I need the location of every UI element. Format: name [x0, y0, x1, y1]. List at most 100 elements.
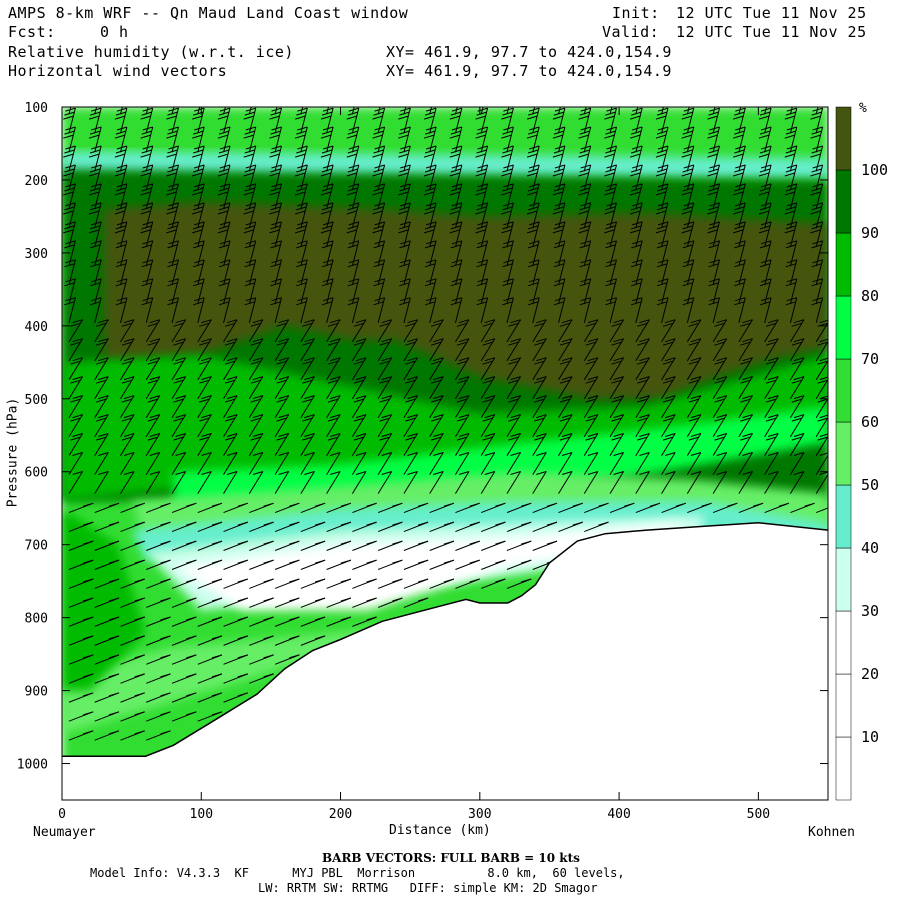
- barb-flag: [690, 414, 702, 419]
- field2-label: Horizontal wind vectors: [8, 62, 228, 80]
- wind-barb: [249, 502, 274, 514]
- barb-flag: [451, 259, 463, 264]
- barb-flag: [742, 319, 753, 324]
- barb-flag: [218, 111, 230, 116]
- barb-flag: [355, 319, 367, 324]
- barb-flag: [812, 221, 823, 226]
- barb-flag: [355, 414, 367, 419]
- barb-flag: [559, 417, 571, 422]
- barb-flag: [502, 149, 513, 154]
- wind-barb: [300, 540, 326, 551]
- wind-barb: [94, 376, 109, 400]
- barb-flag: [536, 357, 547, 362]
- barb-flag: [186, 597, 197, 602]
- barb-staff: [197, 452, 212, 475]
- wind-barb: [661, 471, 676, 494]
- wind-barb: [146, 635, 171, 646]
- barb-flag: [322, 202, 334, 207]
- barb-flag: [683, 202, 694, 207]
- wind-barb: [274, 338, 290, 362]
- barb-staff: [120, 471, 135, 494]
- barb-flag: [123, 395, 135, 400]
- barb-flag: [192, 229, 203, 234]
- wind-barb: [68, 540, 94, 551]
- wind-barb: [300, 414, 315, 437]
- barb-flag: [321, 301, 333, 306]
- barb-flag: [98, 433, 109, 437]
- barb-flag: [811, 244, 822, 249]
- barb-flag: [374, 240, 385, 245]
- wind-barb: [502, 297, 514, 324]
- barb-flag: [192, 153, 203, 158]
- barb-flag: [657, 145, 669, 150]
- barb-flag: [160, 540, 171, 545]
- barb-flag: [817, 360, 828, 365]
- barb-flag: [355, 376, 367, 381]
- barb-flag: [320, 153, 332, 158]
- barb-note: BARB VECTORS: FULL BARB = 10 kts: [322, 851, 580, 865]
- barb-flag: [430, 322, 442, 327]
- barb-flag: [417, 540, 429, 545]
- barb-flag: [503, 89, 513, 92]
- wind-barb: [63, 145, 76, 172]
- barb-flag: [320, 210, 332, 215]
- barb-flag: [373, 244, 384, 249]
- barb-flag: [791, 341, 802, 346]
- wind-barb: [94, 395, 109, 419]
- barb-flag: [89, 168, 101, 173]
- barb-flag: [819, 414, 828, 419]
- x-tick-label: 100: [190, 807, 213, 822]
- barb-flag: [398, 210, 409, 215]
- barb-flag: [433, 414, 444, 419]
- barb-flag: [665, 376, 676, 381]
- barb-flag: [714, 379, 725, 384]
- wind-barb: [429, 452, 444, 475]
- barb-flag: [194, 164, 205, 169]
- barb-flag: [407, 471, 418, 475]
- wind-barb: [738, 414, 753, 437]
- barb-flag: [372, 134, 383, 139]
- barb-flag: [226, 319, 238, 324]
- barb-flag: [734, 149, 745, 154]
- barb-flag: [735, 183, 746, 188]
- barb-flag: [580, 126, 591, 131]
- barb-flag: [115, 263, 127, 268]
- barb-flag: [510, 338, 521, 343]
- wind-barb: [455, 452, 470, 475]
- barb-flag: [578, 172, 589, 177]
- barb-flag: [433, 338, 444, 343]
- wind-barb: [635, 414, 650, 437]
- wind-barb: [300, 319, 315, 343]
- barb-flag: [95, 360, 107, 365]
- barb-flag: [167, 187, 178, 192]
- barb-flag: [186, 502, 197, 507]
- barb-flag: [819, 433, 828, 437]
- colorbar-label: 50: [861, 476, 879, 494]
- barb-flag: [374, 164, 385, 169]
- wind-barb: [429, 338, 444, 362]
- barb-flag: [632, 259, 643, 264]
- barb-flag: [785, 282, 796, 287]
- barb-flag: [793, 338, 805, 343]
- barb-flag: [297, 107, 308, 112]
- barb-flag: [605, 225, 616, 230]
- barb-flag: [508, 379, 519, 384]
- barb-flag: [529, 221, 540, 226]
- barb-flag: [108, 578, 120, 583]
- wind-barb: [738, 357, 753, 381]
- barb-flag: [115, 225, 127, 230]
- wind-barb: [218, 297, 231, 324]
- barb-flag: [160, 635, 171, 640]
- barb-flag: [604, 229, 615, 234]
- barb-flag: [116, 107, 128, 112]
- wind-barb: [583, 471, 599, 494]
- wind-barb: [738, 376, 753, 400]
- barb-flag: [322, 93, 332, 96]
- barb-flag: [90, 93, 100, 96]
- barb-flag: [314, 521, 326, 526]
- barb-flag: [578, 115, 589, 120]
- wind-barb: [274, 414, 290, 437]
- barb-flag: [407, 452, 418, 456]
- wind-barb: [171, 357, 187, 381]
